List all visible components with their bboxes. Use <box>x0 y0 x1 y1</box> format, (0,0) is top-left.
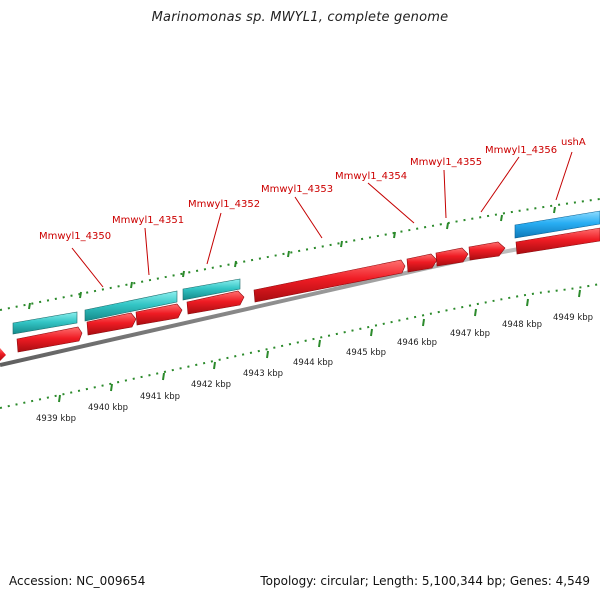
cds-feature-4355 <box>436 248 468 266</box>
scale-label-4945: 4945 kbp <box>346 348 386 358</box>
scale-label-4947: 4947 kbp <box>450 329 490 339</box>
scale-label-4940: 4940 kbp <box>88 403 128 413</box>
gene-label-mmwyl1-4356: Mmwyl1_4356 <box>485 145 557 156</box>
scale-label-4946: 4946 kbp <box>397 338 437 348</box>
gene-label-mmwyl1-4352: Mmwyl1_4352 <box>188 199 260 210</box>
map-title: Marinomonas sp. MWYL1, complete genome <box>151 10 449 25</box>
cds-feature-4354 <box>407 254 437 272</box>
gene-label-mmwyl1-4351: Mmwyl1_4351 <box>112 215 184 226</box>
scale-labels: 4939 kbp 4940 kbp 4941 kbp 4942 kbp 4943… <box>36 313 593 424</box>
gene-label-mmwyl1-4353: Mmwyl1_4353 <box>261 184 333 195</box>
gene-label-ushA: ushA <box>561 137 586 148</box>
gene-feature-track <box>12 210 600 335</box>
gene-feature-4351 <box>85 291 177 321</box>
scale-label-4941: 4941 kbp <box>140 392 180 402</box>
cds-feature-ushA <box>516 228 600 254</box>
cds-feature-4351a <box>87 313 136 335</box>
gene-label-mmwyl1-4355: Mmwyl1_4355 <box>410 157 482 168</box>
cds-track <box>0 227 600 361</box>
outer-dotted-ruler <box>0 198 600 311</box>
topology-text: Topology: circular; Length: 5,100,344 bp… <box>260 574 590 588</box>
outer-ruler-major-ticks <box>28 206 556 310</box>
cds-feature-4356 <box>469 242 505 260</box>
accession-text: Accession: NC_009654 <box>9 574 146 588</box>
cds-feature-4350 <box>17 327 82 352</box>
scale-label-4948: 4948 kbp <box>502 320 542 330</box>
scale-label-4944: 4944 kbp <box>293 358 333 368</box>
cds-feature-left-partial <box>0 348 6 361</box>
gene-label-mmwyl1-4350: Mmwyl1_4350 <box>39 231 111 242</box>
gene-label-mmwyl1-4354: Mmwyl1_4354 <box>335 171 407 182</box>
scale-ruler-major-ticks <box>58 289 581 403</box>
scale-label-4942: 4942 kbp <box>191 380 231 390</box>
cds-feature-4351b <box>136 304 182 325</box>
gene-feature-4352 <box>183 279 240 300</box>
genome-backbone <box>0 237 600 367</box>
gene-feature-ushA <box>515 211 600 238</box>
cds-feature-4352 <box>187 291 244 314</box>
gene-label-leaders <box>71 151 573 288</box>
scale-label-4939: 4939 kbp <box>36 414 76 424</box>
scale-label-4943: 4943 kbp <box>243 369 283 379</box>
gene-labels: Mmwyl1_4350 Mmwyl1_4351 Mmwyl1_4352 Mmwy… <box>39 137 586 242</box>
cds-feature-4353 <box>254 260 405 302</box>
scale-label-4949: 4949 kbp <box>553 313 593 323</box>
scale-dotted-ruler <box>0 283 600 409</box>
gene-feature-4350 <box>13 312 77 334</box>
